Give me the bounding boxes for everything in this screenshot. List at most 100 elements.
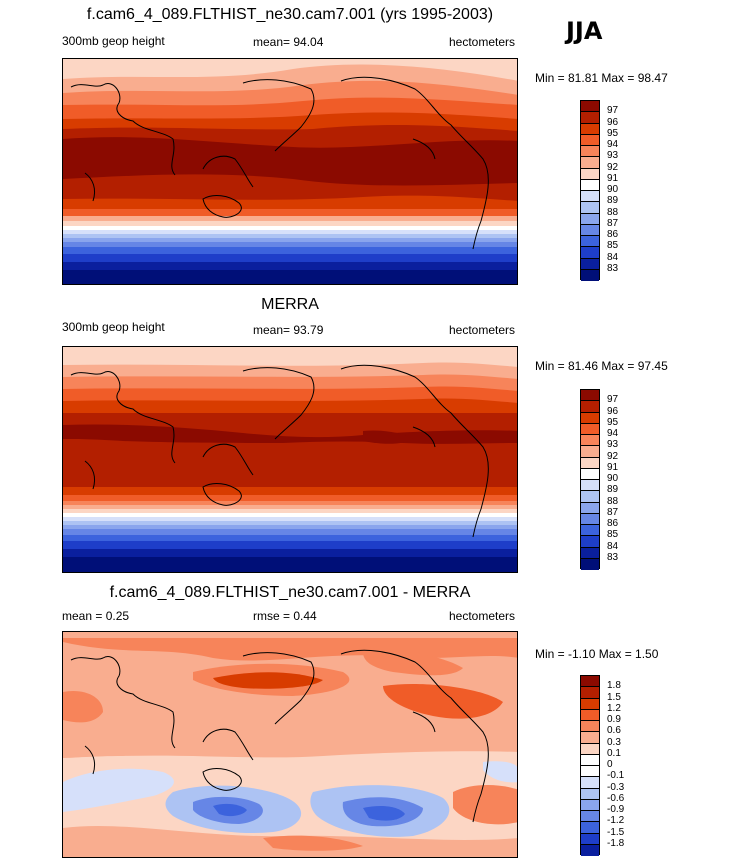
panel2-colorbar-tick: 94: [607, 428, 619, 439]
panel1-colorbar-cell: [581, 134, 599, 146]
panel2-colorbar-cell: [581, 491, 599, 503]
panel1-colorbar-cell: [581, 236, 599, 248]
panel3-colorbar-tick: 1.2: [607, 702, 621, 714]
panel1-coastlines: [70, 76, 489, 250]
panel1-colorbar-tick: 94: [607, 139, 619, 150]
panel3-colorbar-tick: -1.8: [607, 837, 625, 849]
panel1-mean-label: mean= 94.04: [253, 35, 324, 49]
panel3-colorbar-cell: [581, 788, 599, 800]
panel3-colorbar-cell: [581, 676, 599, 688]
panel3-colorbar-tick: 0: [607, 759, 613, 770]
panel3-colorbar-cell: [581, 743, 599, 755]
panel2-colorbar-cell: [581, 468, 599, 480]
panel2-title: MERRA: [261, 296, 319, 313]
panel2-map-svg: [63, 347, 517, 572]
panel2-colorbar-cell: [581, 435, 599, 447]
panel1-map-svg: [63, 59, 517, 284]
panel1-colorbar-tick: 89: [607, 195, 619, 207]
panel3-minmax: Min = -1.10 Max = 1.50: [535, 647, 659, 661]
panel1-colorbar-tick: 83: [607, 262, 619, 274]
panel1-colorbar-cell: [581, 112, 599, 124]
panel3-colorbar: [580, 675, 600, 856]
panel2-colorbar: [580, 389, 600, 570]
panel3-map-svg: [63, 632, 517, 857]
panel3-colorbar-cell: [581, 822, 599, 834]
panel1-colorbar-cell: [581, 202, 599, 214]
panel2-colorbar-tick: 86: [607, 518, 619, 529]
panel3-mean-label: mean = 0.25: [62, 609, 130, 623]
panel3-rmse-label: rmse = 0.44: [253, 609, 317, 623]
panel3-colorbar-tick: -0.9: [607, 804, 625, 815]
panel3-colorbar-cell: [581, 833, 599, 845]
panel3-title: f.cam6_4_089.FLTHIST_ne30.cam7.001 - MER…: [109, 584, 471, 601]
panel2-colorbar-cell: [581, 412, 599, 424]
panel3-colorbar-cell: [581, 766, 599, 778]
panel1-colorbar-tick: 85: [607, 240, 619, 252]
panel1-colorbar-cell: [581, 146, 599, 158]
panel2-colorbar-tick: 91: [607, 461, 619, 473]
panel2-colorbar-cell: [581, 502, 599, 514]
panel1-colorbar-cell: [581, 191, 599, 203]
panel2-colorbar-tick: 90: [607, 473, 619, 484]
panel2-colorbar-tick: 84: [607, 540, 619, 552]
panel2-coastlines: [70, 364, 489, 538]
season-label: JJA: [566, 17, 603, 45]
panel3-colorbar-tick: -0.3: [607, 781, 625, 793]
panel1-colorbar-tick: 97: [607, 105, 619, 117]
panel2-colorbar-tick: 83: [607, 551, 619, 563]
panel2-map: [62, 346, 518, 573]
panel3-colorbar-cell: [581, 811, 599, 823]
panel1-colorbar-tick: 84: [607, 251, 619, 263]
panel2-colorbar-cell: [581, 446, 599, 458]
panel2-colorbar-cell: [581, 390, 599, 402]
panel2-colorbar-cell: [581, 423, 599, 435]
panel1-colorbar-tick: 92: [607, 161, 619, 173]
panel2-colorbar-cell: [581, 547, 599, 559]
panel2-units-label: hectometers: [449, 323, 516, 337]
panel3-map: [62, 631, 518, 858]
panel2-colorbar-tick: 92: [607, 450, 619, 462]
panel1-colorbar-cell: [581, 168, 599, 180]
panel3-colorbar-tick: -0.1: [607, 770, 625, 782]
panel1-units-label: hectometers: [449, 35, 516, 49]
panel2-colorbar-tick: 88: [607, 495, 619, 507]
panel3-colorbar-tick: 0.3: [607, 736, 621, 748]
panel2-colorbar-cell: [581, 513, 599, 525]
panel3-colorbar-cell: [581, 687, 599, 699]
panel3-colorbar-tick: 0.1: [607, 747, 621, 759]
panel1-map: [62, 58, 518, 285]
panel3-colorbar-cell: [581, 698, 599, 710]
panel2-colorbar-cell: [581, 558, 599, 570]
panel2-colorbar-tick: 85: [607, 529, 619, 541]
panel3-colorbar-cell: [581, 709, 599, 721]
panel3-colorbar-tick: 1.5: [607, 691, 621, 703]
panel1-colorbar-cell: [581, 157, 599, 169]
panel2-colorbar-tick: 95: [607, 416, 619, 428]
panel1-colorbar-cell: [581, 258, 599, 270]
panel1-colorbar-tick: 90: [607, 184, 619, 195]
panel3-colorbar-cell: [581, 799, 599, 811]
panel3-colorbar-tick: 0.9: [607, 714, 621, 725]
panel1-colorbar-cell: [581, 123, 599, 135]
panel1-colorbar-cell: [581, 213, 599, 225]
panel3-colorbar-cell: [581, 732, 599, 744]
panel1-colorbar-cell: [581, 269, 599, 281]
panel1-colorbar-cell: [581, 247, 599, 259]
panel2-variable-label: 300mb geop height: [62, 320, 165, 334]
panel2-minmax: Min = 81.46 Max = 97.45: [535, 359, 668, 373]
panel3-coastlines: [70, 649, 489, 823]
panel1-colorbar-cell: [581, 224, 599, 236]
panel1-colorbar-tick: 93: [607, 150, 619, 162]
panel3-units-label: hectometers: [449, 609, 516, 623]
panel2-mean-label: mean= 93.79: [253, 323, 324, 337]
panel2-colorbar-tick: 97: [607, 394, 619, 406]
panel3-colorbar-tick: 1.8: [607, 680, 621, 692]
panel2-colorbar-tick: 89: [607, 484, 619, 496]
panel2-colorbar-tick: 96: [607, 405, 619, 417]
panel2-colorbar-cell: [581, 525, 599, 537]
panel3-colorbar-tick: -1.5: [607, 826, 625, 838]
panel1-colorbar-tick: 87: [607, 217, 619, 229]
panel1-colorbar-tick: 96: [607, 116, 619, 128]
panel1-colorbar-cell: [581, 101, 599, 113]
panel2-colorbar-cell: [581, 457, 599, 469]
